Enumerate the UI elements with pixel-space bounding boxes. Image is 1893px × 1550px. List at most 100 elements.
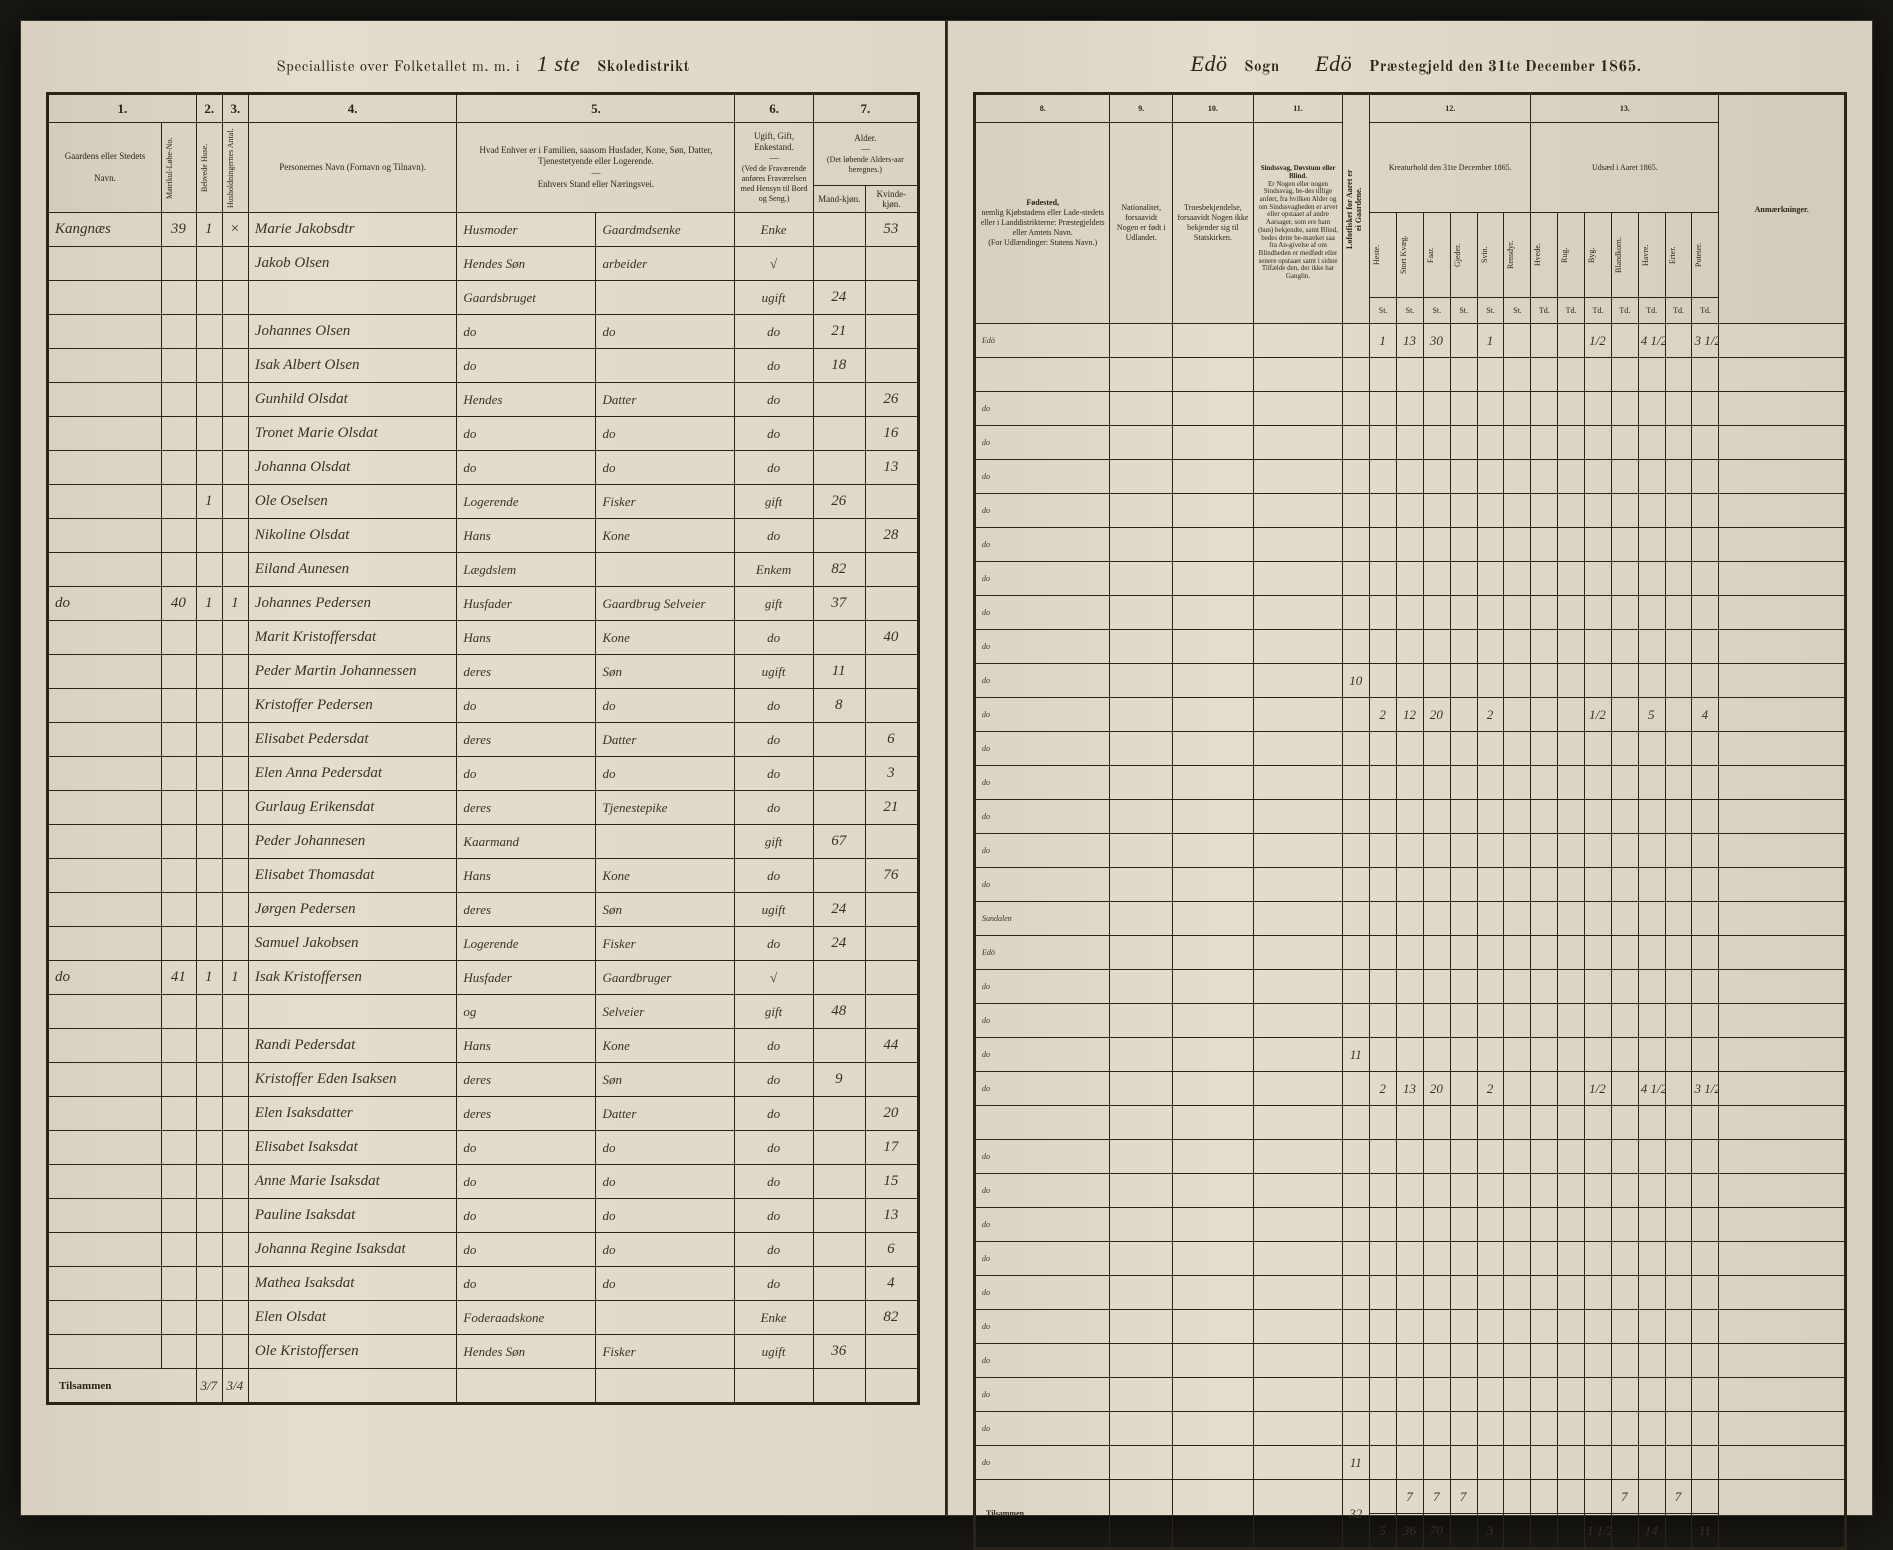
table-row: Elen OlsdatFoderaadskoneEnke82	[49, 1301, 918, 1335]
h-kreat: Kreaturhold den 31te December 1865.	[1370, 123, 1531, 213]
table-row: Gurlaug ErikensdatderesTjenestepikedo21	[49, 791, 918, 825]
table-row	[976, 1106, 1845, 1140]
table-row: do	[976, 1276, 1845, 1310]
table-row: Tronet Marie Olsdatdododo16	[49, 417, 918, 451]
table-row: do	[976, 834, 1845, 868]
sum-h: 3/7	[196, 1369, 222, 1403]
table-row: Anne Marie Isaksdatdododo15	[49, 1165, 918, 1199]
table-row: Jørgen PedersenderesSønugift24	[49, 893, 918, 927]
table-row: Eiland AunesenLægdslemEnkem82	[49, 553, 918, 587]
table-row: do	[976, 766, 1845, 800]
table-row: Sundalen	[976, 902, 1845, 936]
pg-text: Præstegjeld den 31te December	[1369, 60, 1595, 75]
rc-12: 12.	[1370, 95, 1531, 123]
h-uds: Udsæd i Aaret 1865.	[1531, 123, 1719, 213]
table-row: do2122021/254	[976, 698, 1845, 732]
rc-lofot: Lofotfisket for Aaret er ei Gaardene.	[1346, 169, 1364, 249]
table-row: do	[976, 1310, 1845, 1344]
table-row: Isak Albert Olsendodo18	[49, 349, 918, 383]
table-row: do	[976, 460, 1845, 494]
coln-6: 6.	[735, 95, 813, 123]
rc-10: 10.	[1173, 95, 1254, 123]
table-row: Gunhild OlsdatHendesDatterdo26	[49, 383, 918, 417]
table-row: Johannes Olsendododo21	[49, 315, 918, 349]
sum-hh: 3/4	[222, 1369, 248, 1403]
table-row: Kristoffer Pedersendododo8	[49, 689, 918, 723]
table-row: do	[976, 1242, 1845, 1276]
pg-script: Edö	[1303, 51, 1364, 76]
table-row: Elisabet Isaksdatdododo17	[49, 1131, 918, 1165]
colnum-row-r: 8. 9. 10. 11. Lofotfisket for Aaret er e…	[976, 95, 1845, 123]
table-row: Gaardsbrugetugift24	[49, 281, 918, 315]
table-row: Kristoffer Eden IsaksenderesSøndo9	[49, 1063, 918, 1097]
h-kv: Kvinde-kjøn.	[865, 185, 917, 212]
table-row: do10	[976, 664, 1845, 698]
table-row: do	[976, 1140, 1845, 1174]
table-row: do4111Isak KristoffersenHusfaderGaardbru…	[49, 961, 918, 995]
h-navn: Personernes Navn (Fornavn og Tilnavn).	[248, 123, 457, 213]
table-row: do	[976, 1412, 1845, 1446]
header-script: 1 ste	[525, 51, 592, 76]
h-mk: Mand-kjøn.	[813, 185, 865, 212]
coln-1: 1.	[49, 95, 197, 123]
table-row: Johanna Regine Isaksdatdododo6	[49, 1233, 918, 1267]
table-row: do11	[976, 1038, 1845, 1072]
coln-5: 5.	[457, 95, 735, 123]
right-header: Edö Sogn Edö Præstegjeld den 31te Decemb…	[973, 51, 1847, 77]
table-row: 1Ole OselsenLogerendeFiskergift26	[49, 485, 918, 519]
table-row: Marit KristoffersdatHansKonedo40	[49, 621, 918, 655]
left-table: 1. 2. 3. 4. 5. 6. 7. Gaardens eller Sted…	[46, 92, 920, 1405]
table-row: do4011Johannes PedersenHusfaderGaardbrug…	[49, 587, 918, 621]
table-row: Edö1133011/24 1/23 1/2	[976, 324, 1845, 358]
table-row: Edö	[976, 936, 1845, 970]
head-row-r: Fødested, nemlig Kjøbstadens eller Lade-…	[976, 123, 1845, 213]
table-row: do	[976, 528, 1845, 562]
colnum-row: 1. 2. 3. 4. 5. 6. 7.	[49, 95, 918, 123]
sogn-label: Sogn	[1244, 60, 1280, 75]
table-row: do	[976, 630, 1845, 664]
coln-7: 7.	[813, 95, 917, 123]
coln-3: 3.	[222, 95, 248, 123]
table-row: Jakob OlsenHendes Sønarbeider√	[49, 247, 918, 281]
table-row: Peder Martin JohannessenderesSønugift11	[49, 655, 918, 689]
table-row: Elisabet PedersdatderesDatterdo6	[49, 723, 918, 757]
rc-11: 11.	[1253, 95, 1343, 123]
table-row: ogSelveiergift48	[49, 995, 918, 1029]
header-text-1: Specialliste over Folketallet m. m. i	[276, 60, 520, 75]
table-row: do	[976, 868, 1845, 902]
coln-4: 4.	[248, 95, 457, 123]
table-row: Kangnæs391×Marie JakobsdtrHusmoderGaardm…	[49, 213, 918, 247]
h-gaard: Gaardens eller Stedets Navn.	[49, 123, 162, 213]
h-sind: Sindssvag, Døvstum eller Blind. Er Nogen…	[1253, 123, 1343, 324]
sum-label-r: Tilsammen	[976, 1480, 1110, 1548]
table-row: Elen Anna Pedersdatdododo3	[49, 757, 918, 791]
coln-2: 2.	[196, 95, 222, 123]
table-row: do	[976, 1344, 1845, 1378]
table-row: Randi PedersdatHansKonedo44	[49, 1029, 918, 1063]
h-stand: Hvad Enhver er i Familien, saasom Husfad…	[457, 123, 735, 213]
table-row: Elisabet ThomasdatHansKonedo76	[49, 859, 918, 893]
header-text-2: Skoledistrikt	[597, 60, 690, 75]
table-row: do	[976, 800, 1845, 834]
pg-year: 1865.	[1600, 60, 1642, 75]
h-nat: Nationalitet, forsaavidt Nogen er født i…	[1110, 123, 1173, 324]
table-row: do	[976, 1004, 1845, 1038]
table-row	[976, 358, 1845, 392]
table-row: do11	[976, 1446, 1845, 1480]
h-fod: Fødested, nemlig Kjøbstadens eller Lade-…	[976, 123, 1110, 324]
sogn-script: Edö	[1179, 51, 1240, 76]
table-row: do	[976, 494, 1845, 528]
table-row: do	[976, 970, 1845, 1004]
table-row: do	[976, 1174, 1845, 1208]
h-matr: Matrikul-Løbe-No.	[166, 128, 175, 208]
h-civil: Ugift, Gift, Enkestand. — (Ved de Fravær…	[735, 123, 813, 213]
table-row: Nikoline OlsdatHansKonedo28	[49, 519, 918, 553]
table-row: Pauline Isaksdatdododo13	[49, 1199, 918, 1233]
rc-9: 9.	[1110, 95, 1173, 123]
h-tro: Troesbekjendelse, forsaavidt Nogen ikke …	[1173, 123, 1254, 324]
head-row: Gaardens eller Stedets Navn. Matrikul-Lø…	[49, 123, 918, 186]
h-hush: Husholdningernes Antal.	[227, 128, 236, 208]
table-row: do	[976, 1208, 1845, 1242]
table-row: Samuel JakobsenLogerendeFiskerdo24	[49, 927, 918, 961]
table-row: Elen IsaksdatterderesDatterdo20	[49, 1097, 918, 1131]
